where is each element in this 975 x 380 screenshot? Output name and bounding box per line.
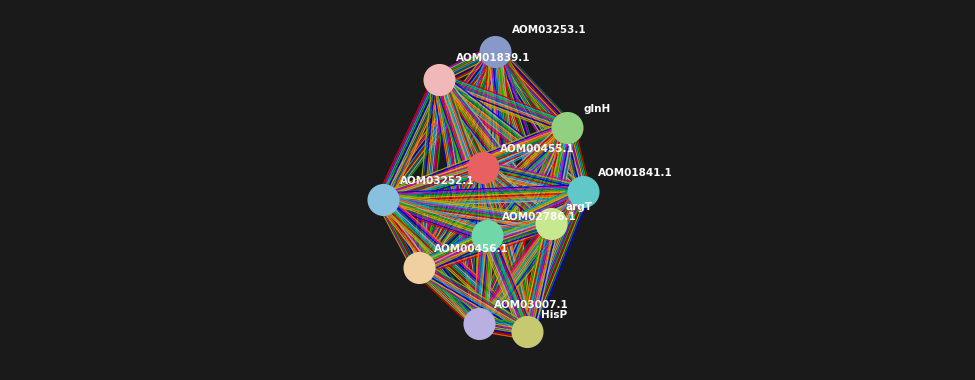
- Circle shape: [369, 185, 399, 215]
- Circle shape: [472, 221, 503, 251]
- Circle shape: [568, 177, 599, 207]
- Text: AOM00456.1: AOM00456.1: [434, 244, 508, 254]
- Text: HisP: HisP: [541, 310, 567, 320]
- Text: AOM00455.1: AOM00455.1: [499, 144, 574, 154]
- Text: AOM02786.1: AOM02786.1: [501, 212, 576, 222]
- Text: argT: argT: [566, 202, 593, 212]
- Circle shape: [424, 65, 454, 95]
- Circle shape: [405, 253, 435, 283]
- Circle shape: [464, 309, 494, 339]
- Circle shape: [552, 113, 583, 143]
- Text: glnH: glnH: [583, 104, 610, 114]
- Circle shape: [512, 317, 543, 347]
- Circle shape: [481, 37, 511, 67]
- Text: AOM03253.1: AOM03253.1: [512, 25, 586, 35]
- Text: AOM01841.1: AOM01841.1: [598, 168, 672, 178]
- Circle shape: [536, 209, 566, 239]
- Text: AOM03252.1: AOM03252.1: [400, 176, 474, 186]
- Text: AOM01839.1: AOM01839.1: [455, 53, 530, 63]
- Circle shape: [468, 153, 498, 183]
- Text: AOM03007.1: AOM03007.1: [493, 300, 568, 310]
